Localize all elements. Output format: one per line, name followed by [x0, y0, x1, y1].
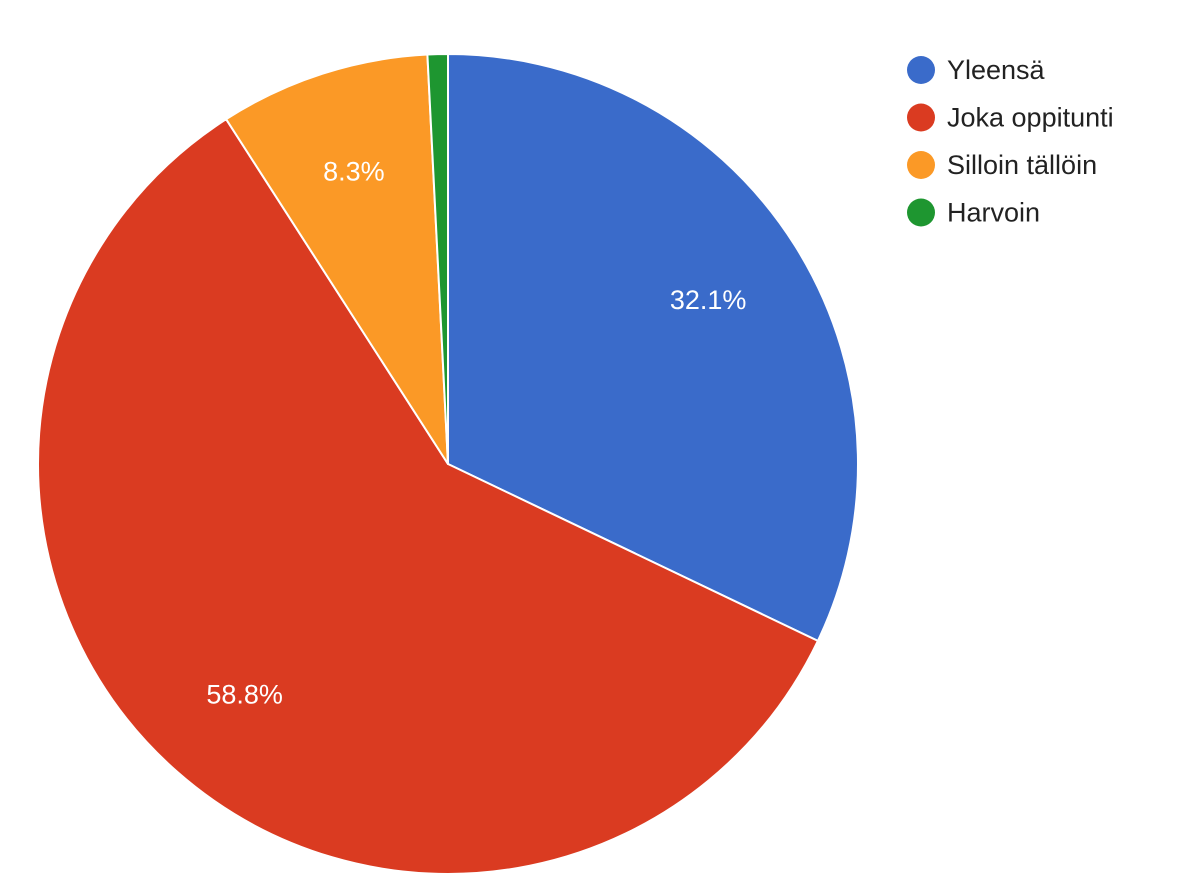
legend: Yleensä Joka oppitunti Silloin tällöin Harv… — [907, 55, 1114, 228]
legend-label: Silloin tällöin — [947, 150, 1097, 180]
legend-label: Joka oppitunti — [947, 103, 1114, 133]
pie-data-labels: 32.1% 58.8% 8.3% — [206, 156, 746, 709]
pie-slice-2 — [37, 118, 819, 875]
pie-slice-1 — [447, 53, 859, 642]
legend-swatch — [907, 103, 935, 132]
data-label-3: 8.3% — [323, 156, 385, 186]
legend-label: Harvoin — [947, 198, 1040, 228]
pie-slice-4 — [426, 53, 449, 465]
legend-label: Yleensä — [947, 55, 1046, 85]
pie-slices — [37, 53, 859, 875]
legend-item-2: Joka oppitunti — [907, 103, 1114, 133]
pie-slice-3 — [225, 53, 449, 465]
data-label-1: 32.1% — [670, 285, 747, 315]
legend-swatch — [907, 151, 935, 179]
legend-swatch — [907, 56, 935, 84]
legend-item-1: Yleensä — [907, 55, 1046, 85]
data-label-2: 58.8% — [206, 680, 283, 710]
legend-item-4: Harvoin — [907, 198, 1040, 228]
legend-swatch — [907, 198, 935, 227]
legend-item-3: Silloin tällöin — [907, 150, 1097, 180]
